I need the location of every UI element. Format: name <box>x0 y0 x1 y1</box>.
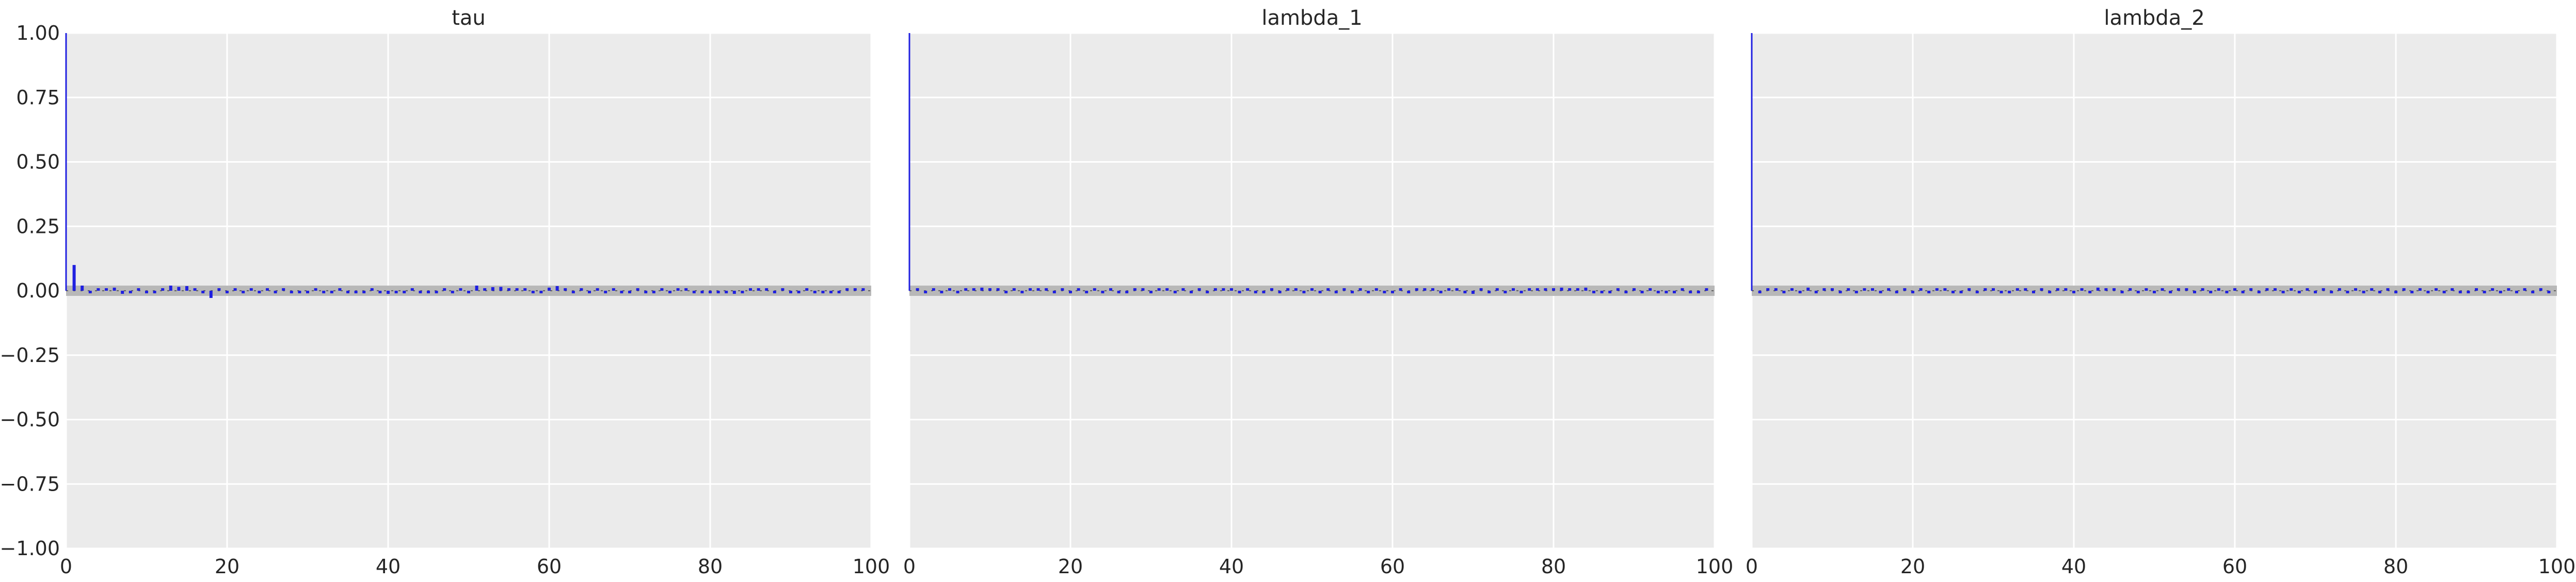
y-tick-label: −0.75 <box>0 473 60 495</box>
x-tick-label: 80 <box>1541 555 1566 578</box>
y-tick-label: 0.25 <box>16 215 60 238</box>
x-tick-label: 0 <box>1746 555 1758 578</box>
y-tick-label: 0.75 <box>16 86 60 109</box>
panel-title: tau <box>452 6 486 30</box>
x-tick-label: 40 <box>2061 555 2086 578</box>
x-tick-label: 40 <box>1219 555 1244 578</box>
x-tick-label: 100 <box>853 555 890 578</box>
x-tick-label: 100 <box>1696 555 1734 578</box>
subplot-panels: tau 0 20 40 60 80 100 −1.00 −0.75 −0.50 −0.25 0.00 0… <box>0 6 2575 578</box>
x-tick-label: 60 <box>537 555 562 578</box>
x-tick-label: 0 <box>60 555 72 578</box>
x-tick-label: 20 <box>1900 555 1925 578</box>
y-tick-label: −0.50 <box>0 408 60 431</box>
y-tick-label: 1.00 <box>16 22 60 44</box>
x-tick-label: 60 <box>2222 555 2247 578</box>
acf-panel-lambda-1: lambda_1 0 20 40 60 80 100 <box>903 6 1733 578</box>
x-tick-label: 20 <box>215 555 239 578</box>
x-tick-label: 80 <box>698 555 723 578</box>
x-tick-label: 0 <box>903 555 916 578</box>
panel-title: lambda_2 <box>2104 6 2204 30</box>
x-tick-label: 100 <box>2538 555 2576 578</box>
acf-panel-tau: tau 0 20 40 60 80 100 −1.00 −0.75 −0.50 −0.25 0.00 0… <box>0 6 890 578</box>
acf-panel-lambda-2: lambda_2 0 20 40 60 80 100 <box>1746 6 2575 578</box>
x-tick-label: 40 <box>376 555 401 578</box>
panel-title: lambda_1 <box>1261 6 1362 30</box>
y-tick-label: −0.25 <box>0 344 60 367</box>
y-tick-label: 0.50 <box>16 151 60 174</box>
y-tick-label: −1.00 <box>0 537 60 560</box>
x-tick-label: 80 <box>2383 555 2408 578</box>
x-tick-label: 60 <box>1380 555 1405 578</box>
y-tick-label: 0.00 <box>16 279 60 302</box>
x-tick-label: 20 <box>1058 555 1083 578</box>
